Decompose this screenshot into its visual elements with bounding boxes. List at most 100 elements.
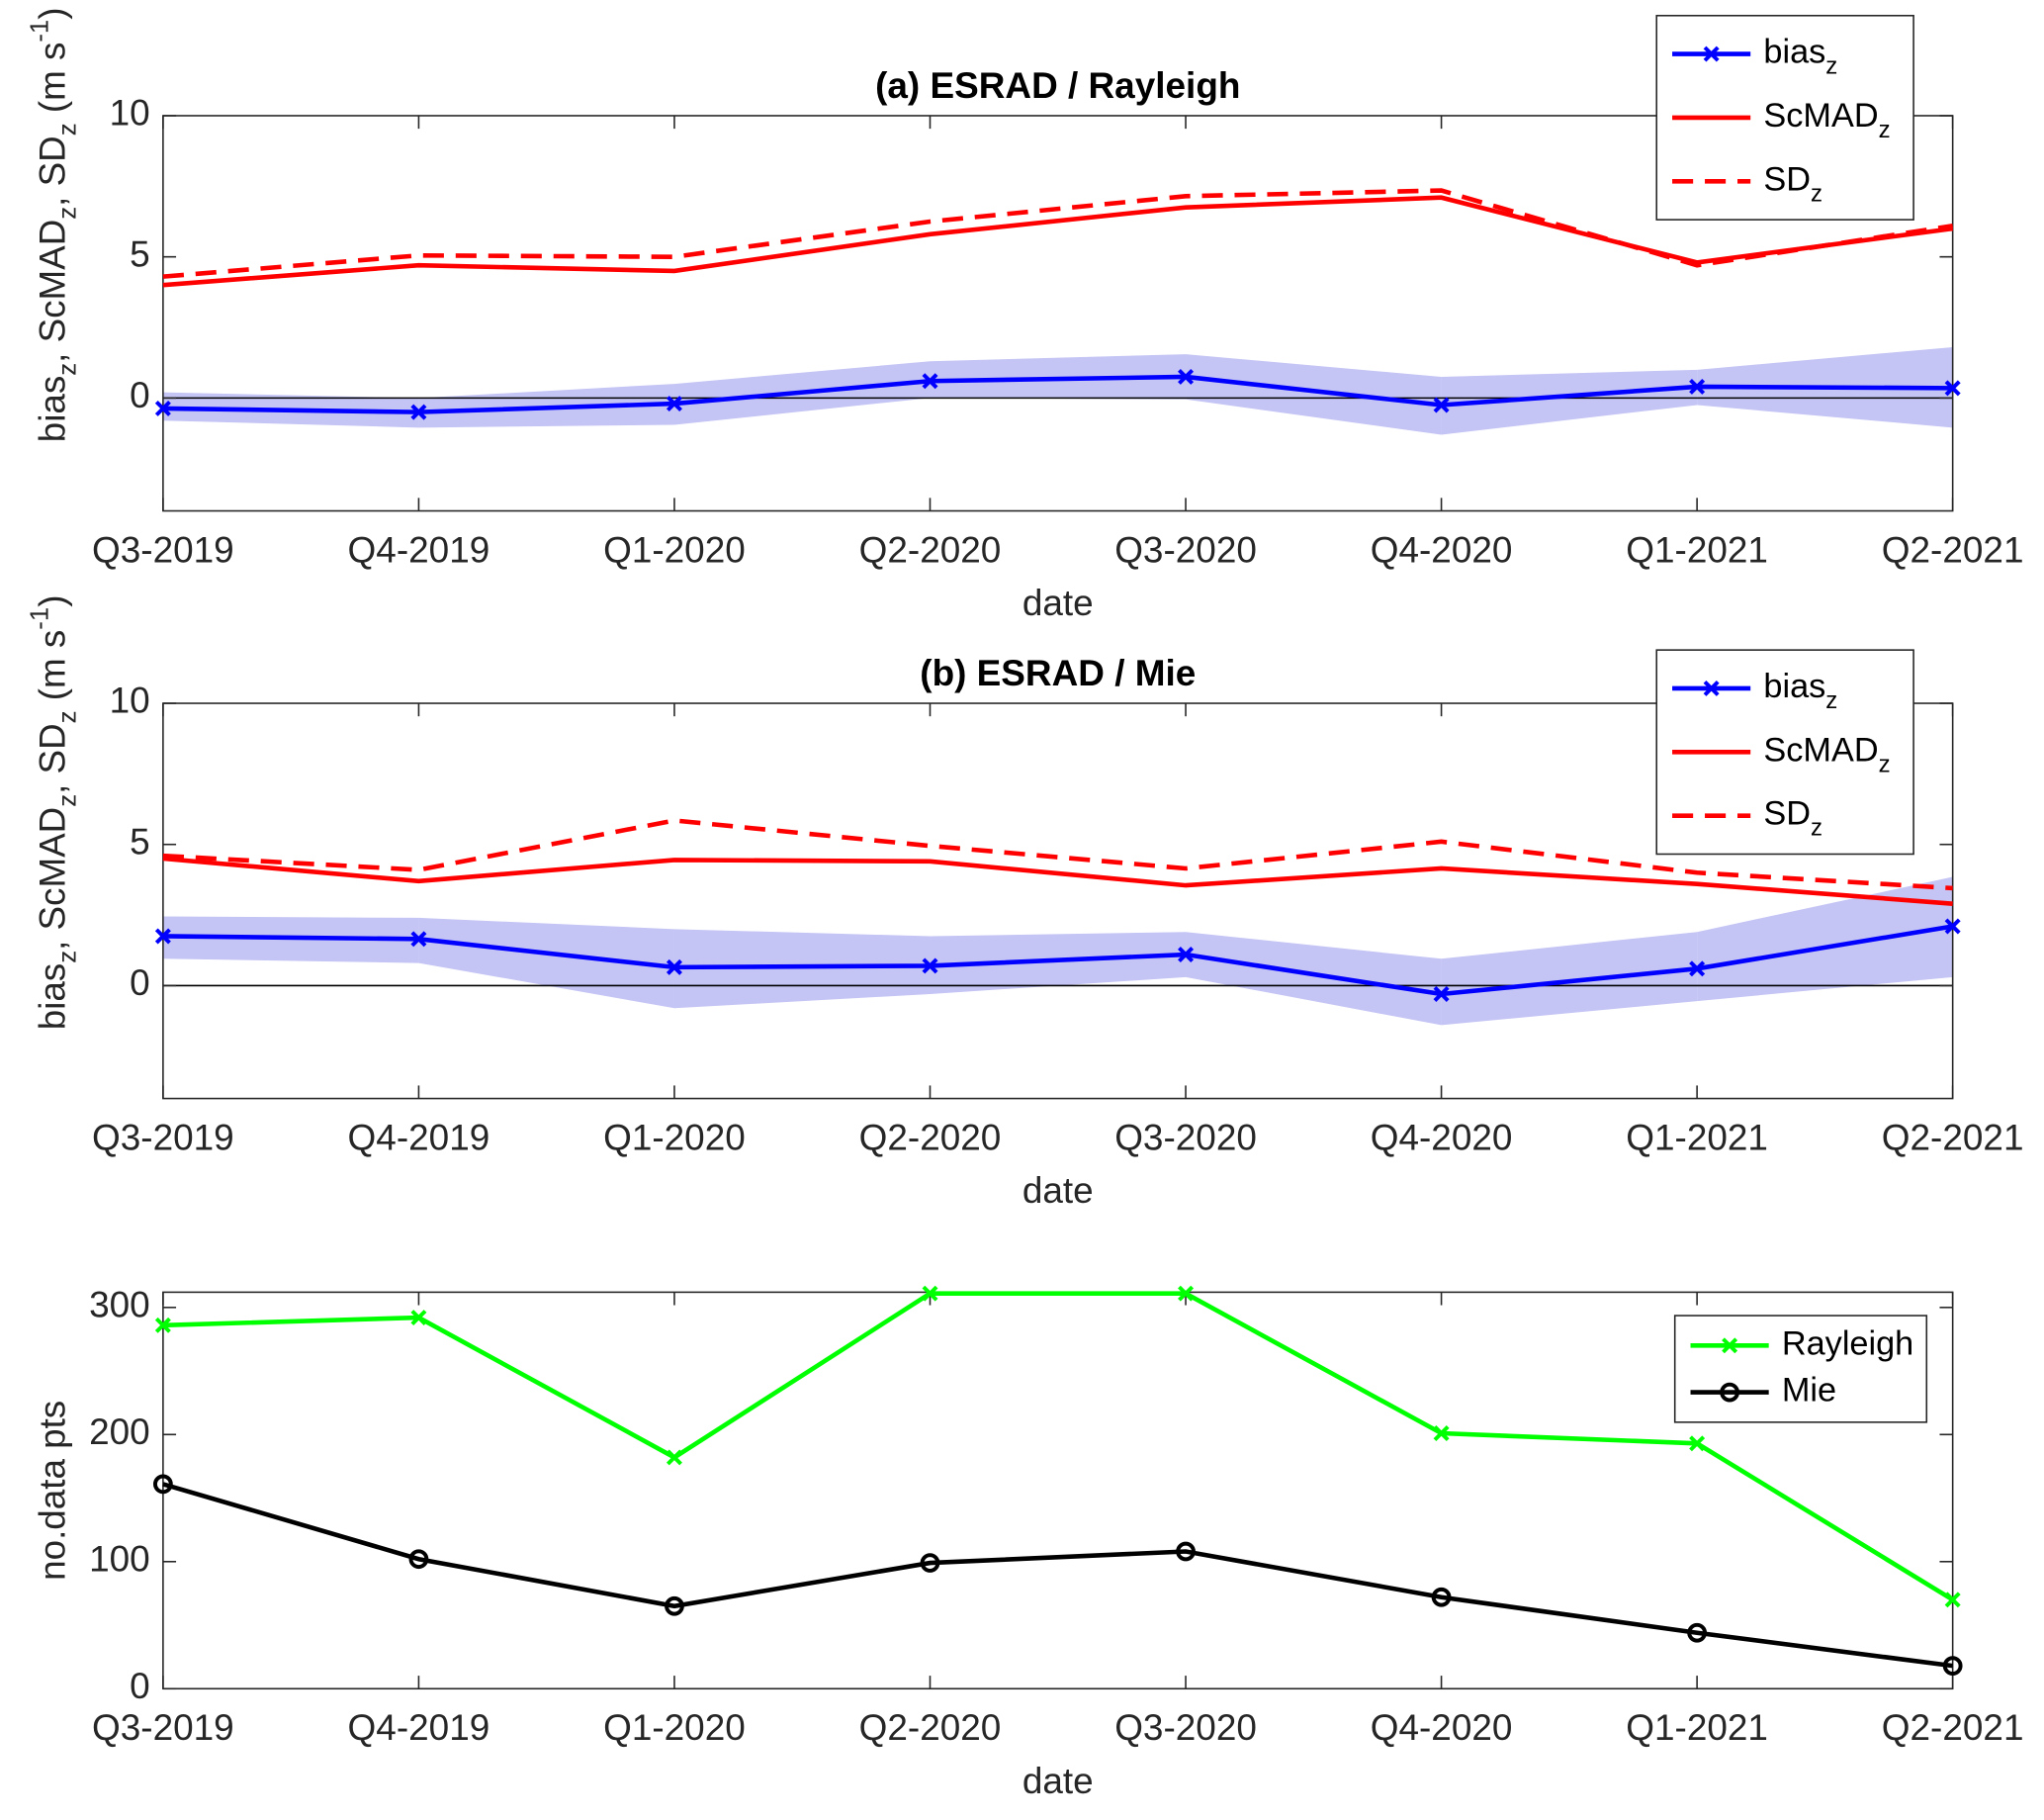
x-tick-label: Q1-2021	[1626, 1117, 1768, 1157]
x-tick-label: Q1-2020	[603, 1117, 746, 1157]
legend-marker	[1720, 1382, 1739, 1403]
x-tick-label: Q2-2021	[1882, 529, 2024, 570]
x-tick-label: Q2-2021	[1882, 1117, 2024, 1157]
marker	[152, 1474, 173, 1495]
marker	[154, 928, 171, 945]
text-part: )	[32, 595, 72, 607]
x-axis-label: date	[1022, 1170, 1094, 1211]
y-tick-label: 10	[110, 681, 150, 721]
legend-marker	[1703, 46, 1720, 62]
series-line	[162, 1482, 1953, 1669]
x-tick-label: Q3-2019	[92, 1117, 234, 1157]
text-part: SD	[1763, 160, 1811, 198]
text-part: z	[1879, 751, 1891, 777]
text-part: (m s	[32, 630, 72, 711]
legend-label: ScMADz	[1763, 731, 1890, 777]
legend-label: biasz	[1763, 34, 1837, 80]
x-axis-label: date	[1022, 1761, 1094, 1801]
x-tick-label: Q3-2020	[1114, 529, 1257, 570]
legend-marker	[1722, 1337, 1738, 1354]
x-tick-label: Q2-2020	[859, 529, 1002, 570]
legend-label: SDz	[1763, 160, 1822, 207]
y-tick-label: 300	[89, 1285, 150, 1325]
marker	[666, 396, 682, 412]
x-tick-label: Q1-2021	[1626, 1707, 1768, 1748]
legend-box	[1673, 1315, 1928, 1423]
marker	[1687, 1622, 1708, 1643]
marker	[1433, 986, 1450, 1002]
text-part: )	[32, 7, 72, 19]
y-axis-label: biasz, ScMADz, SDz (m s-1)	[26, 595, 81, 1031]
marker	[154, 400, 171, 416]
x-tick-label: Q4-2020	[1371, 529, 1513, 570]
y-axis-label: no.data pts	[32, 1401, 72, 1581]
y-tick-label: 0	[130, 375, 150, 415]
marker	[154, 1317, 171, 1333]
y-tick-label: 10	[110, 93, 150, 134]
error-band	[1441, 932, 1698, 1026]
text-part: -1	[26, 607, 53, 630]
error-band	[1186, 932, 1442, 1026]
x-tick-label: Q4-2019	[348, 529, 490, 570]
text-part: , SD	[32, 136, 72, 207]
y-tick-label: 0	[130, 1666, 150, 1706]
text-part: z	[53, 207, 81, 220]
marker	[410, 1310, 427, 1326]
x-tick-label: Q3-2020	[1114, 1707, 1257, 1748]
marker	[922, 1285, 938, 1302]
error-band	[1186, 354, 1442, 435]
marker	[1944, 1592, 1961, 1608]
text-part: z	[1811, 180, 1822, 207]
text-part: z	[1825, 687, 1837, 714]
text-part: , SD	[32, 723, 72, 794]
error-band	[1697, 876, 1953, 1002]
text-part: z	[1825, 52, 1837, 79]
marker	[922, 373, 938, 390]
series-line	[162, 1291, 1954, 1602]
x-tick-label: Q3-2020	[1114, 1117, 1257, 1157]
x-tick-label: Q4-2020	[1371, 1707, 1513, 1748]
marker	[408, 1549, 429, 1570]
text-part: bias	[32, 963, 72, 1031]
legend-label: Mie	[1782, 1372, 1836, 1410]
text-part: ScMAD	[1763, 97, 1878, 135]
marker	[1178, 947, 1195, 962]
legend-marker	[1703, 680, 1720, 696]
text-part: z	[53, 123, 81, 136]
x-tick-label: Q1-2020	[603, 529, 746, 570]
y-tick-label: 5	[130, 233, 150, 274]
x-tick-label: Q2-2020	[859, 1707, 1002, 1748]
text-part: bias	[1763, 34, 1825, 71]
marker	[1689, 960, 1706, 977]
x-tick-label: Q4-2019	[348, 1707, 490, 1748]
x-tick-label: Q3-2019	[92, 1707, 234, 1748]
error-band	[1441, 369, 1698, 435]
marker	[410, 404, 427, 420]
text-part: , ScMAD	[32, 807, 72, 951]
text-part: -1	[26, 20, 53, 43]
text-part: z	[1811, 815, 1822, 842]
text-part: (m s	[32, 43, 72, 124]
marker	[666, 1449, 682, 1466]
series-line	[162, 818, 1953, 891]
text-part: no.data pts	[32, 1401, 72, 1581]
marker	[922, 957, 938, 974]
legend-label: ScMADz	[1763, 97, 1890, 143]
marker	[1433, 397, 1450, 413]
marker	[1431, 1587, 1452, 1607]
marker	[665, 1595, 684, 1616]
marker	[1942, 1656, 1963, 1676]
x-tick-label: Q4-2019	[348, 1117, 490, 1157]
text-part: bias	[32, 376, 72, 443]
marker	[1433, 1425, 1450, 1441]
chart-title: (a) ESRAD / Rayleigh	[875, 65, 1240, 106]
legend-label: biasz	[1763, 668, 1837, 714]
plot-frame	[162, 702, 1954, 1100]
text-part: z	[1879, 117, 1891, 143]
text-part: , ScMAD	[32, 220, 72, 363]
text-part: z	[53, 363, 81, 376]
marker	[1178, 1285, 1195, 1302]
text-part: ScMAD	[1763, 731, 1878, 769]
text-part: bias	[1763, 668, 1825, 705]
